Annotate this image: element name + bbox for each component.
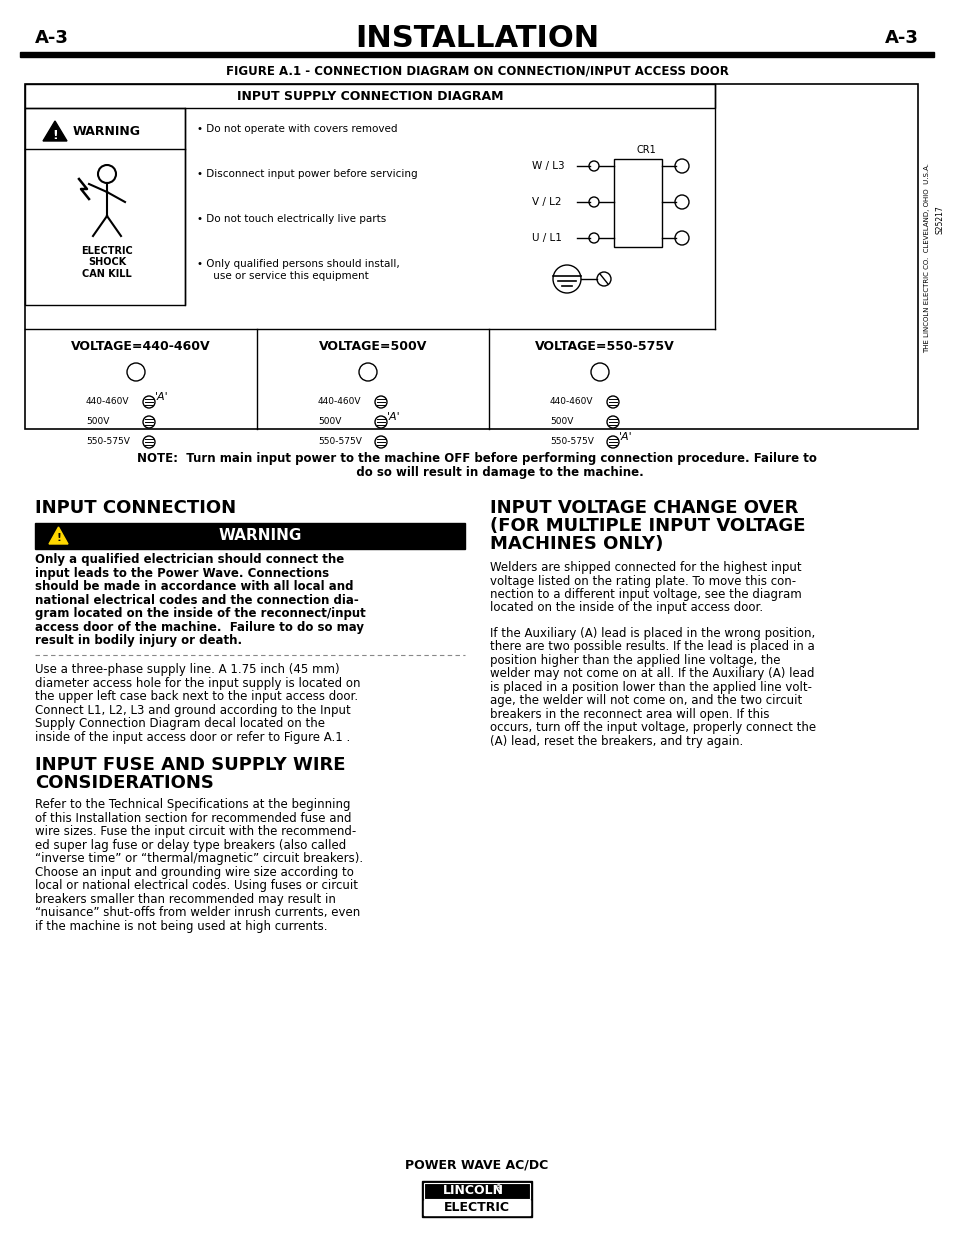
Text: access door of the machine.  Failure to do so may: access door of the machine. Failure to d… — [35, 620, 364, 634]
Text: gram located on the inside of the reconnect/input: gram located on the inside of the reconn… — [35, 606, 365, 620]
Text: 'A': 'A' — [618, 432, 632, 442]
Text: voltage listed on the rating plate. To move this con-: voltage listed on the rating plate. To m… — [490, 574, 796, 588]
Text: !: ! — [52, 128, 58, 142]
Text: Welders are shipped connected for the highest input: Welders are shipped connected for the hi… — [490, 561, 801, 574]
Text: national electrical codes and the connection dia-: national electrical codes and the connec… — [35, 594, 358, 606]
Text: wire sizes. Fuse the input circuit with the recommend-: wire sizes. Fuse the input circuit with … — [35, 825, 355, 839]
Text: MACHINES ONLY): MACHINES ONLY) — [490, 535, 662, 553]
Text: ed super lag fuse or delay type breakers (also called: ed super lag fuse or delay type breakers… — [35, 839, 346, 852]
Bar — [25, 107, 185, 305]
Bar — [25, 84, 917, 429]
Text: !: ! — [56, 534, 61, 543]
Text: “nuisance” shut-offs from welder inrush currents, even: “nuisance” shut-offs from welder inrush … — [35, 906, 360, 920]
Text: 550-575V: 550-575V — [317, 437, 361, 447]
Text: position higher than the applied line voltage, the: position higher than the applied line vo… — [490, 655, 780, 667]
Text: INPUT CONNECTION: INPUT CONNECTION — [35, 499, 236, 517]
Text: WARNING: WARNING — [73, 125, 141, 137]
Text: 440-460V: 440-460V — [550, 398, 593, 406]
Text: Refer to the Technical Specifications at the beginning: Refer to the Technical Specifications at… — [35, 799, 350, 811]
Text: WARNING: WARNING — [218, 529, 301, 543]
Text: CR1: CR1 — [636, 144, 655, 156]
Text: result in bodily injury or death.: result in bodily injury or death. — [35, 634, 242, 647]
Polygon shape — [43, 121, 67, 141]
Bar — [421, 1181, 532, 1216]
Text: do so will result in damage to the machine.: do so will result in damage to the machi… — [311, 466, 642, 479]
Text: VOLTAGE=550-575V: VOLTAGE=550-575V — [535, 340, 674, 352]
Text: • Only qualified persons should install,
     use or service this equipment: • Only qualified persons should install,… — [196, 259, 399, 280]
Text: breakers in the reconnect area will open. If this: breakers in the reconnect area will open… — [490, 708, 769, 721]
Text: 440-460V: 440-460V — [317, 398, 361, 406]
Text: A-3: A-3 — [884, 28, 918, 47]
Text: “inverse time” or “thermal/magnetic” circuit breakers).: “inverse time” or “thermal/magnetic” cir… — [35, 852, 363, 866]
Bar — [20, 52, 933, 57]
Text: U / L1: U / L1 — [532, 233, 561, 243]
Text: ELECTRIC
SHOCK
CAN KILL: ELECTRIC SHOCK CAN KILL — [81, 246, 132, 279]
Text: Connect L1, L2, L3 and ground according to the Input: Connect L1, L2, L3 and ground according … — [35, 704, 351, 718]
Text: INSTALLATION: INSTALLATION — [355, 23, 598, 53]
Text: diameter access hole for the input supply is located on: diameter access hole for the input suppl… — [35, 677, 360, 690]
Text: occurs, turn off the input voltage, properly connect the: occurs, turn off the input voltage, prop… — [490, 721, 815, 735]
Text: 550-575V: 550-575V — [550, 437, 594, 447]
Bar — [25, 84, 714, 107]
Text: of this Installation section for recommended fuse and: of this Installation section for recomme… — [35, 811, 351, 825]
Text: local or national electrical codes. Using fuses or circuit: local or national electrical codes. Usin… — [35, 879, 357, 893]
Text: NOTE:  Turn main input power to the machine OFF before performing connection pro: NOTE: Turn main input power to the machi… — [137, 452, 816, 466]
Bar — [423, 1183, 530, 1199]
Text: S25217: S25217 — [935, 205, 943, 235]
Text: W / L3: W / L3 — [532, 161, 564, 170]
Text: A-3: A-3 — [35, 28, 69, 47]
Text: 'A': 'A' — [154, 391, 169, 403]
Text: input leads to the Power Wave. Connections: input leads to the Power Wave. Connectio… — [35, 567, 329, 579]
Bar — [423, 1200, 530, 1215]
Text: 440-460V: 440-460V — [86, 398, 130, 406]
Text: 'A': 'A' — [387, 412, 400, 422]
Text: • Disconnect input power before servicing: • Disconnect input power before servicin… — [196, 169, 417, 179]
Text: there are two possible results. If the lead is placed in a: there are two possible results. If the l… — [490, 641, 814, 653]
Bar — [35, 522, 464, 550]
Text: ®: ® — [495, 1184, 502, 1193]
Text: Only a qualified electrician should connect the: Only a qualified electrician should conn… — [35, 553, 344, 566]
Text: 500V: 500V — [317, 417, 341, 426]
Text: INPUT SUPPLY CONNECTION DIAGRAM: INPUT SUPPLY CONNECTION DIAGRAM — [236, 89, 503, 103]
Text: ELECTRIC: ELECTRIC — [443, 1202, 510, 1214]
Text: (FOR MULTIPLE INPUT VOLTAGE: (FOR MULTIPLE INPUT VOLTAGE — [490, 517, 804, 535]
Text: is placed in a position lower than the applied line volt-: is placed in a position lower than the a… — [490, 680, 811, 694]
Polygon shape — [49, 527, 68, 543]
Text: FIGURE A.1 - CONNECTION DIAGRAM ON CONNECTION/INPUT ACCESS DOOR: FIGURE A.1 - CONNECTION DIAGRAM ON CONNE… — [225, 64, 728, 78]
Text: POWER WAVE AC/DC: POWER WAVE AC/DC — [405, 1158, 548, 1172]
Text: THE LINCOLN ELECTRIC CO.  CLEVELAND, OHIO  U.S.A.: THE LINCOLN ELECTRIC CO. CLEVELAND, OHIO… — [923, 163, 929, 353]
Text: (A) lead, reset the breakers, and try again.: (A) lead, reset the breakers, and try ag… — [490, 735, 742, 748]
Text: INPUT VOLTAGE CHANGE OVER: INPUT VOLTAGE CHANGE OVER — [490, 499, 798, 517]
Text: age, the welder will not come on, and the two circuit: age, the welder will not come on, and th… — [490, 694, 801, 708]
Text: • Do not touch electrically live parts: • Do not touch electrically live parts — [196, 214, 386, 224]
Text: VOLTAGE=500V: VOLTAGE=500V — [318, 340, 427, 352]
Text: 500V: 500V — [86, 417, 110, 426]
Text: V / L2: V / L2 — [532, 198, 561, 207]
Text: if the machine is not being used at high currents.: if the machine is not being used at high… — [35, 920, 327, 932]
Text: breakers smaller than recommended may result in: breakers smaller than recommended may re… — [35, 893, 335, 906]
Text: Choose an input and grounding wire size according to: Choose an input and grounding wire size … — [35, 866, 354, 879]
Text: CONSIDERATIONS: CONSIDERATIONS — [35, 774, 213, 793]
Text: the upper left case back next to the input access door.: the upper left case back next to the inp… — [35, 690, 357, 704]
Bar — [614, 159, 661, 247]
Text: INPUT FUSE AND SUPPLY WIRE: INPUT FUSE AND SUPPLY WIRE — [35, 757, 345, 774]
Text: LINCOLN: LINCOLN — [442, 1184, 503, 1198]
Text: should be made in accordance with all local and: should be made in accordance with all lo… — [35, 580, 354, 593]
Text: • Do not operate with covers removed: • Do not operate with covers removed — [196, 124, 397, 135]
Text: 500V: 500V — [550, 417, 573, 426]
Text: VOLTAGE=440-460V: VOLTAGE=440-460V — [71, 340, 211, 352]
Text: inside of the input access door or refer to Figure A.1 .: inside of the input access door or refer… — [35, 731, 350, 743]
Text: Use a three-phase supply line. A 1.75 inch (45 mm): Use a three-phase supply line. A 1.75 in… — [35, 663, 339, 677]
Text: welder may not come on at all. If the Auxiliary (A) lead: welder may not come on at all. If the Au… — [490, 667, 814, 680]
Text: Supply Connection Diagram decal located on the: Supply Connection Diagram decal located … — [35, 718, 325, 730]
Text: 550-575V: 550-575V — [86, 437, 130, 447]
Text: located on the inside of the input access door.: located on the inside of the input acces… — [490, 601, 762, 615]
Text: If the Auxiliary (A) lead is placed in the wrong position,: If the Auxiliary (A) lead is placed in t… — [490, 627, 815, 640]
Text: nection to a different input voltage, see the diagram: nection to a different input voltage, se… — [490, 588, 801, 601]
